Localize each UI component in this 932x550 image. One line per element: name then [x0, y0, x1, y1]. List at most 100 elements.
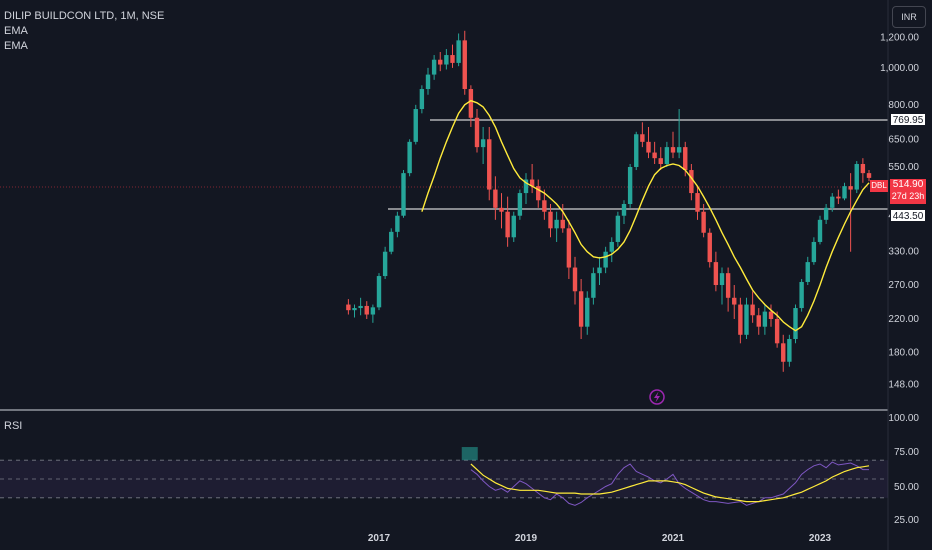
current-price-tag: 514.90 27d 23h — [890, 179, 926, 204]
candle-body — [407, 141, 412, 174]
candle-body — [787, 338, 792, 362]
candle-body — [744, 304, 749, 335]
candle-body — [572, 267, 578, 292]
candle-body — [658, 158, 663, 164]
rsi-tick: 25.00 — [894, 515, 919, 526]
candle-body — [523, 179, 529, 194]
candle-body — [830, 196, 835, 208]
candle-body — [395, 215, 400, 232]
candle-body — [431, 59, 437, 75]
hline-label-upper[interactable]: 769.95 — [890, 113, 926, 126]
candle-body — [719, 273, 725, 286]
candle-body — [646, 141, 651, 153]
candle-body — [811, 241, 817, 263]
ema-legend-2[interactable]: EMA — [4, 40, 28, 52]
candle-body — [529, 179, 535, 187]
candle-body — [566, 228, 572, 268]
candle-body — [474, 117, 480, 148]
lightning-event-icon[interactable] — [649, 389, 665, 405]
hline-label-lower[interactable]: 443.50 — [890, 209, 926, 222]
bar-countdown: 27d 23h — [891, 191, 925, 201]
candle-body — [676, 147, 682, 153]
candle-body — [670, 147, 676, 153]
rsi-overbought-fill — [461, 447, 478, 461]
candle-body — [762, 311, 768, 327]
candle-body — [854, 164, 859, 190]
currency-button[interactable]: INR — [892, 6, 926, 28]
price-tick: 148.00 — [888, 380, 919, 391]
candle-body — [701, 211, 706, 233]
candles-group — [346, 30, 872, 372]
price-tick: 800.00 — [888, 100, 919, 111]
time-tick: 2019 — [515, 533, 538, 544]
candle-body — [480, 139, 486, 148]
candle-body — [634, 134, 639, 167]
price-tick: 1,000.00 — [880, 63, 919, 74]
candle-body — [817, 219, 823, 242]
candle-body — [487, 139, 492, 190]
candle-body — [768, 311, 774, 319]
candle-body — [805, 262, 810, 282]
candle-body — [615, 215, 621, 242]
rsi-line — [470, 461, 869, 506]
candle-body — [493, 189, 498, 208]
candle-body — [695, 193, 700, 212]
rsi-pane — [0, 447, 888, 506]
rsi-tick: 100.00 — [888, 413, 919, 424]
price-tick: 1,200.00 — [880, 33, 919, 44]
symbol-title[interactable]: DILIP BUILDCON LTD, 1M, NSE — [4, 10, 165, 22]
ema-legend-1[interactable]: EMA — [4, 25, 28, 37]
candle-body — [732, 297, 737, 305]
candle-body — [689, 170, 694, 194]
candle-body — [848, 186, 853, 190]
candle-body — [358, 305, 363, 309]
candle-body — [707, 232, 712, 263]
candle-body — [352, 308, 357, 311]
price-tick: 220.00 — [888, 314, 919, 325]
candle-body — [578, 291, 584, 327]
rsi-tick: 75.00 — [894, 447, 919, 458]
symbol-tag: DBL — [870, 180, 888, 192]
rsi-axis[interactable]: 100.00 75.00 50.00 25.00 — [888, 413, 919, 526]
ema-line — [421, 99, 870, 332]
candle-body — [591, 273, 596, 298]
candle-body — [793, 308, 798, 339]
time-tick: 2021 — [662, 533, 685, 544]
candle-body — [627, 166, 633, 205]
candle-body — [419, 89, 425, 110]
candle-body — [799, 281, 804, 309]
candle-body — [511, 215, 516, 238]
candle-body — [603, 251, 608, 268]
candle-body — [536, 186, 541, 201]
candle-body — [425, 74, 431, 90]
candle-body — [413, 109, 418, 142]
candle-body — [542, 200, 547, 212]
rsi-tick: 50.00 — [894, 482, 919, 493]
candle-body — [756, 315, 761, 327]
candle-body — [382, 251, 388, 277]
candle-body — [774, 318, 780, 344]
candle-body — [738, 304, 743, 335]
candle-body — [389, 231, 394, 252]
candle-body — [664, 147, 670, 164]
candle-body — [781, 343, 786, 362]
candle-body — [462, 40, 467, 90]
candle-body — [438, 59, 443, 65]
candle-body — [597, 267, 602, 274]
candle-body — [444, 55, 449, 65]
time-axis[interactable]: 2017201920212023202520272029 — [368, 533, 932, 544]
candle-body — [860, 164, 866, 174]
candle-body — [499, 207, 504, 212]
candle-body — [456, 40, 461, 63]
current-price-value: 514.90 — [892, 179, 924, 190]
candle-body — [370, 307, 376, 315]
candle-body — [364, 305, 369, 315]
horizontal-lines[interactable] — [388, 119, 888, 210]
candle-body — [713, 262, 719, 286]
price-tick: 650.00 — [888, 134, 919, 145]
time-tick: 2023 — [809, 533, 832, 544]
rsi-legend[interactable]: RSI — [4, 420, 23, 432]
price-tick: 330.00 — [888, 247, 919, 258]
candle-body — [450, 55, 455, 63]
